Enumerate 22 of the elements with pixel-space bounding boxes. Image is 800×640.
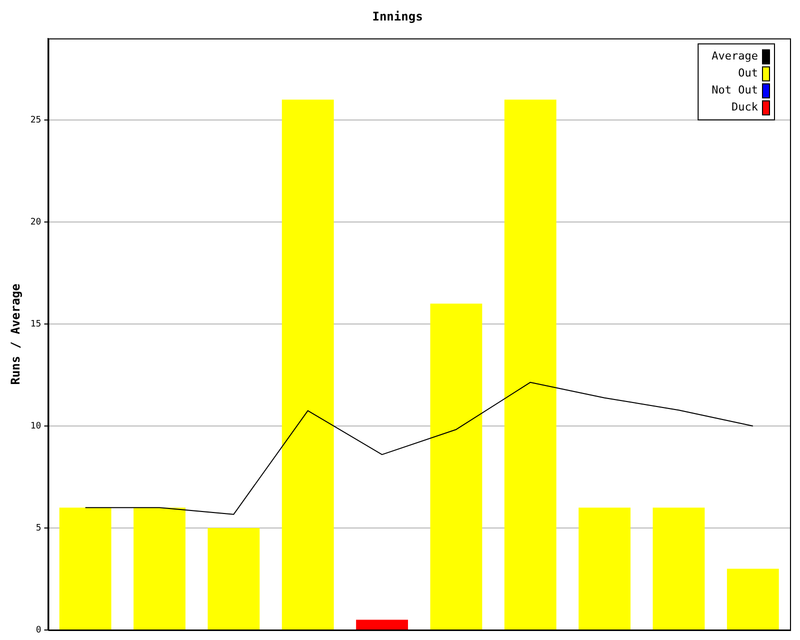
legend-label: Out xyxy=(738,66,758,80)
bar xyxy=(59,508,112,630)
bar xyxy=(282,100,334,630)
bar xyxy=(504,100,556,630)
bar xyxy=(356,620,408,630)
y-tick-label: 10 xyxy=(30,421,42,432)
legend-label: Average xyxy=(712,49,758,62)
legend-label: Duck xyxy=(732,100,758,114)
y-tick-label: 0 xyxy=(36,625,42,636)
bar xyxy=(726,568,779,630)
bar xyxy=(578,508,631,630)
bar xyxy=(430,304,482,630)
y-tick-label: 20 xyxy=(30,217,42,228)
chart-title: Innings xyxy=(372,9,423,24)
y-tick-label: 25 xyxy=(30,115,42,126)
bar xyxy=(652,508,705,630)
y-tick-label: 5 xyxy=(36,523,42,534)
bar xyxy=(134,508,186,630)
y-axis-title: Runs / Average xyxy=(8,284,22,385)
legend-label: Not Out xyxy=(712,83,758,96)
y-tick-label: 15 xyxy=(30,319,42,330)
bar xyxy=(208,528,260,630)
